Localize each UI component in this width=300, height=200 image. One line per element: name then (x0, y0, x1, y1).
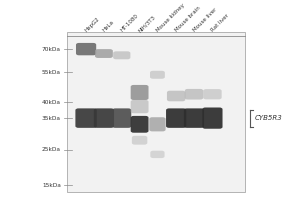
FancyBboxPatch shape (166, 108, 186, 128)
FancyBboxPatch shape (167, 91, 185, 101)
FancyBboxPatch shape (131, 100, 148, 113)
Text: HT-1080: HT-1080 (120, 13, 140, 33)
Text: Mouse kidney: Mouse kidney (155, 3, 186, 33)
FancyBboxPatch shape (95, 49, 113, 58)
FancyBboxPatch shape (150, 71, 165, 79)
Text: 55kDa: 55kDa (42, 70, 61, 75)
FancyBboxPatch shape (67, 32, 245, 192)
Text: Mouse liver: Mouse liver (192, 7, 218, 33)
FancyBboxPatch shape (75, 108, 97, 128)
Text: CYB5R3: CYB5R3 (255, 115, 283, 121)
FancyBboxPatch shape (185, 89, 203, 100)
Text: HepG2: HepG2 (84, 16, 101, 33)
Text: 35kDa: 35kDa (42, 116, 61, 121)
FancyBboxPatch shape (149, 117, 166, 131)
Text: 15kDa: 15kDa (42, 183, 61, 188)
FancyBboxPatch shape (94, 108, 114, 128)
FancyBboxPatch shape (76, 43, 96, 55)
FancyBboxPatch shape (131, 85, 148, 100)
FancyBboxPatch shape (131, 116, 148, 133)
FancyBboxPatch shape (203, 89, 222, 99)
Text: HeLa: HeLa (102, 20, 115, 33)
Text: 70kDa: 70kDa (42, 47, 61, 52)
FancyBboxPatch shape (150, 151, 165, 158)
FancyBboxPatch shape (184, 108, 204, 128)
Text: NIH/3T3: NIH/3T3 (137, 14, 157, 33)
Text: Rat liver: Rat liver (210, 13, 230, 33)
FancyBboxPatch shape (132, 136, 147, 145)
Text: 40kDa: 40kDa (42, 100, 61, 105)
FancyBboxPatch shape (113, 51, 130, 59)
FancyBboxPatch shape (112, 108, 131, 128)
Text: 25kDa: 25kDa (42, 147, 61, 152)
Text: Mouse brain: Mouse brain (174, 6, 202, 33)
FancyBboxPatch shape (202, 107, 223, 129)
